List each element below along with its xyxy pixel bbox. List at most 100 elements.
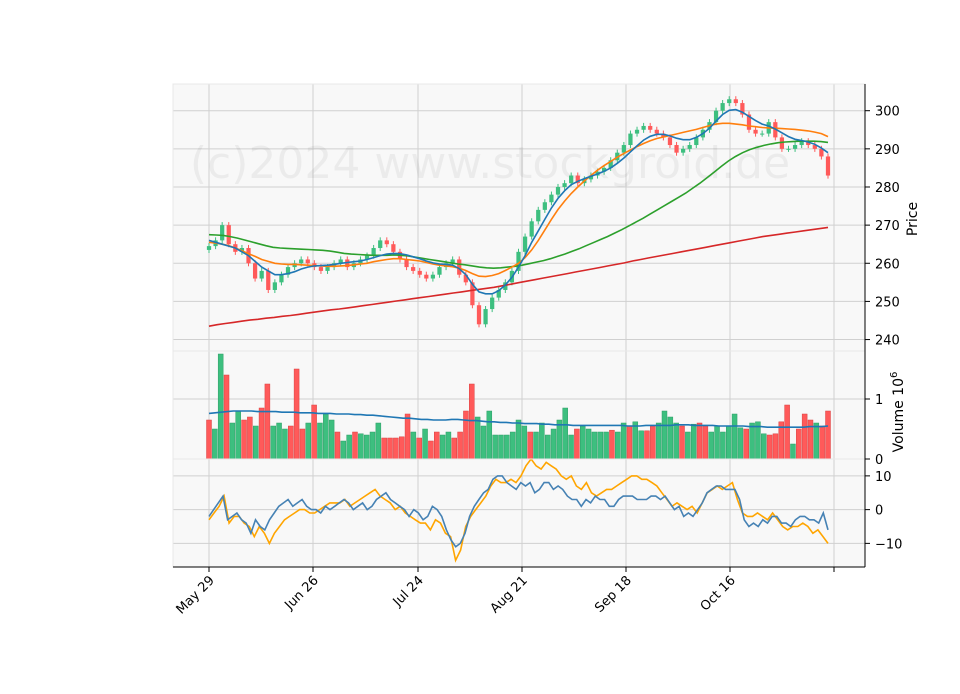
candle-body	[674, 145, 679, 153]
candle-body	[601, 167, 607, 172]
candle-body	[378, 240, 383, 249]
volume-bar	[480, 425, 487, 460]
volume-bar	[422, 428, 428, 460]
grid-lines	[173, 84, 865, 567]
volume-bar	[521, 425, 528, 460]
candle-body	[661, 133, 666, 138]
volume-bar	[363, 434, 370, 460]
candle-body	[720, 103, 725, 111]
price-tick-label: 300	[875, 105, 900, 120]
volume-bar	[574, 428, 580, 460]
candle-body	[457, 259, 462, 275]
volume-axis-label-text: Volume	[891, 400, 907, 452]
volume-bar	[615, 431, 621, 460]
candle-body	[305, 259, 310, 264]
candle-body	[812, 145, 817, 149]
volume-bar	[445, 431, 452, 460]
volume-bar	[725, 425, 732, 460]
volume-bar	[404, 413, 411, 460]
volume-bar	[597, 431, 603, 460]
volume-bar	[241, 419, 247, 460]
volume-bar	[568, 434, 574, 460]
candle-body	[417, 270, 422, 275]
candle-body	[516, 251, 521, 271]
candle-body	[470, 282, 475, 306]
volume-bar	[486, 410, 493, 460]
volume-bar	[761, 433, 767, 460]
volume-bar	[702, 425, 709, 460]
volume-bar	[498, 434, 504, 460]
candle-body	[641, 125, 646, 130]
volume-bar	[317, 422, 323, 460]
volume-bar	[369, 431, 376, 460]
volume-bar	[434, 431, 440, 460]
x-tick-label: Oct 16	[698, 573, 739, 614]
volume-axis-exponent-base: 10	[891, 378, 907, 396]
volume-bar	[439, 434, 446, 460]
candle-body	[740, 103, 745, 115]
volume-bar	[346, 434, 352, 460]
volume-bar	[509, 431, 516, 460]
candle-body	[490, 297, 495, 310]
candle-body	[226, 225, 231, 245]
volume-bar	[585, 428, 592, 460]
volume-bar	[714, 425, 720, 460]
candle-body	[266, 270, 271, 290]
oscillator-line-blue	[208, 475, 829, 548]
volume-bar	[235, 410, 241, 460]
candle-body	[338, 259, 343, 264]
volume-bar	[731, 413, 738, 460]
oscillator-panel	[208, 457, 829, 563]
candle-body	[430, 274, 436, 279]
volume-bar	[410, 431, 417, 460]
x-tick-label: Aug 21	[488, 573, 531, 616]
candle-body	[588, 175, 594, 180]
candle-body	[476, 305, 482, 325]
volume-axis-exponent-power: 6	[889, 372, 900, 378]
volume-bar	[784, 404, 790, 460]
volume-bar	[212, 428, 218, 460]
candle-body	[252, 263, 258, 279]
candle-body	[667, 137, 673, 146]
volume-bar	[276, 422, 282, 460]
volume-bar	[428, 440, 434, 460]
volume-bar	[504, 434, 510, 460]
volume-bar	[381, 437, 387, 460]
candle-body	[522, 236, 528, 252]
candle-body	[450, 259, 455, 264]
volume-bar	[591, 431, 598, 460]
volume-bar	[492, 434, 498, 460]
volume-panel	[206, 353, 831, 460]
candle-body	[628, 133, 633, 146]
volume-bar	[679, 425, 685, 460]
volume-bar	[743, 428, 749, 460]
candle-body	[621, 145, 626, 153]
volume-bar	[790, 443, 796, 460]
volume-bar	[387, 437, 393, 460]
moving-average-long-line	[208, 226, 829, 327]
candle-body	[299, 259, 304, 264]
volume-bar	[288, 425, 294, 460]
candle-body	[713, 110, 719, 123]
volume-bar	[690, 423, 697, 460]
volume-bar	[282, 428, 288, 460]
volume-bar	[620, 422, 627, 460]
candle-body	[727, 99, 732, 104]
volume-bar	[358, 433, 364, 460]
oscillator-line-orange	[208, 457, 829, 563]
x-tick-label: Sep 18	[592, 573, 635, 616]
candle-body	[733, 99, 738, 104]
volume-bar	[708, 431, 714, 460]
oscillator-tick-label: −10	[875, 537, 902, 552]
volume-axis-label: Volume 106	[889, 372, 907, 453]
price-axis-label: Price	[905, 202, 921, 236]
candle-body	[325, 267, 330, 271]
volume-bar	[749, 422, 755, 460]
volume-bar	[469, 383, 475, 460]
candle-body	[681, 148, 686, 153]
volume-bar	[393, 437, 399, 460]
volume-bar	[673, 422, 679, 460]
price-tick-label: 260	[875, 257, 900, 272]
volume-average-line	[208, 410, 829, 429]
